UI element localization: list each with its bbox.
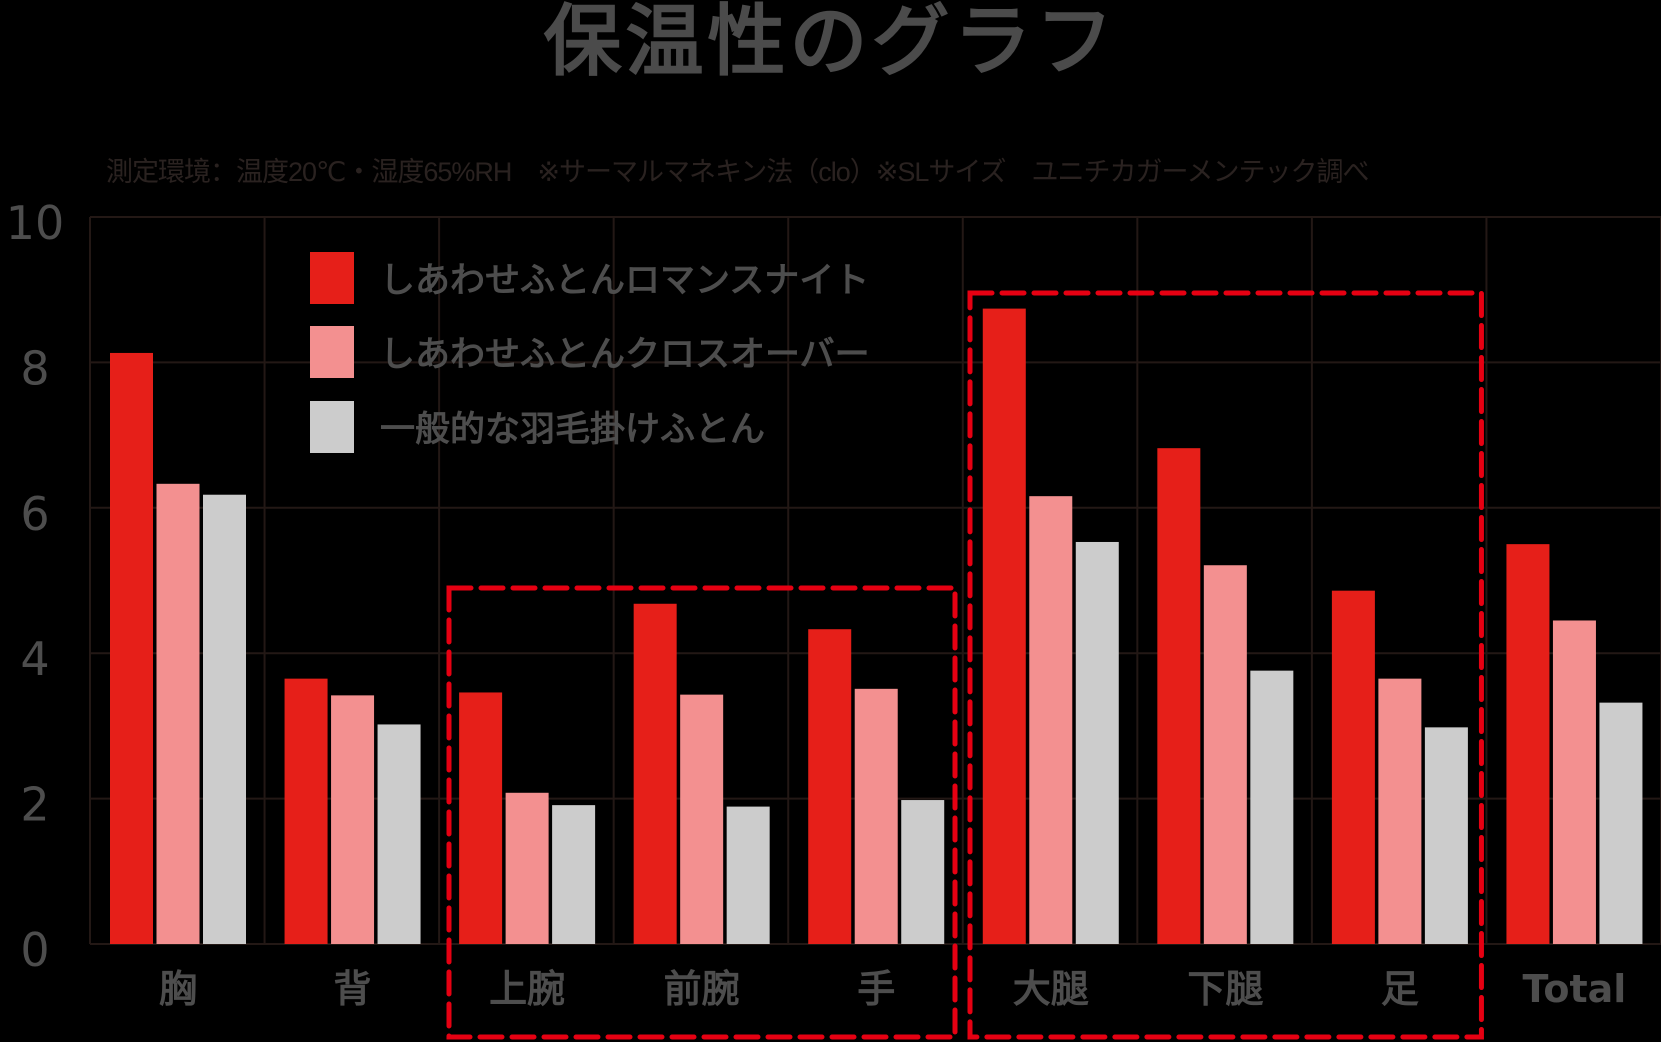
x-tick-label: 上腕 [489,967,565,1011]
x-tick-label: 足 [1381,967,1419,1011]
bar [552,805,596,944]
chart-subtitle: 測定環境：温度20℃・湿度65%RH ※サーマルマネキン法（clo）※SLサイズ… [106,157,1369,187]
bar [110,352,153,945]
bar [726,806,770,944]
legend-label: しあわせふとんロマンスナイト [380,261,869,301]
legend-swatch [310,252,354,304]
bar [1203,565,1247,944]
x-tick-label: 胸 [159,967,197,1011]
y-axis-ticks: 0 2 4 6 8 10 [6,196,65,977]
bar [459,692,503,944]
bar [284,678,328,944]
x-tick-label: 手 [857,967,895,1011]
bar [505,792,549,944]
bar [156,483,200,944]
y-tick-label: 8 [20,341,49,395]
bar [331,695,375,944]
highlight-dashed-box [967,290,1484,1040]
x-tick-label: 前腕 [664,967,740,1011]
bar [808,629,852,944]
bar [1331,590,1375,944]
bar [1506,544,1550,944]
y-tick-label: 6 [20,487,49,541]
x-axis-labels: 胸 背 上腕 前腕 手 大腿 下腿 足 Total [159,967,1626,1011]
legend-label: しあわせふとんクロスオーバー [380,335,870,375]
bar [633,603,677,944]
legend-label: 一般的な羽毛掛けふとん [380,410,765,450]
bar [680,694,724,944]
bar [982,308,1026,944]
x-tick-label: 大腿 [1013,967,1089,1011]
bar [1599,702,1643,944]
bar [1424,727,1468,944]
highlight-dashed-box [446,585,958,1040]
bar [854,688,898,944]
bar [1075,541,1119,944]
bar [203,494,246,944]
legend-swatch [310,326,354,378]
bar [1378,678,1422,944]
highlight-boxes [446,290,1484,1040]
x-tick-label: 背 [334,967,372,1011]
y-tick-label: 10 [6,196,65,250]
x-tick-label: 下腿 [1187,967,1263,1011]
bar [1250,670,1294,944]
y-tick-label: 4 [20,632,49,686]
bar [1552,620,1596,944]
legend-swatch [310,401,354,453]
bar [901,800,945,944]
bar [1029,496,1073,944]
chart-bars [110,308,1643,945]
y-tick-label: 0 [20,923,49,977]
chart-title: 保温性のグラフ [543,0,1118,87]
y-tick-label: 2 [20,778,49,832]
x-tick-label: Total [1523,967,1627,1011]
bar [1157,448,1201,944]
bar [377,724,421,944]
